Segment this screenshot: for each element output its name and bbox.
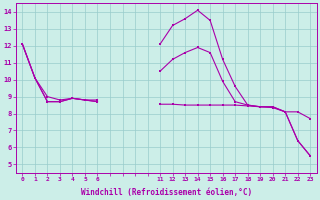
X-axis label: Windchill (Refroidissement éolien,°C): Windchill (Refroidissement éolien,°C) [81,188,252,197]
